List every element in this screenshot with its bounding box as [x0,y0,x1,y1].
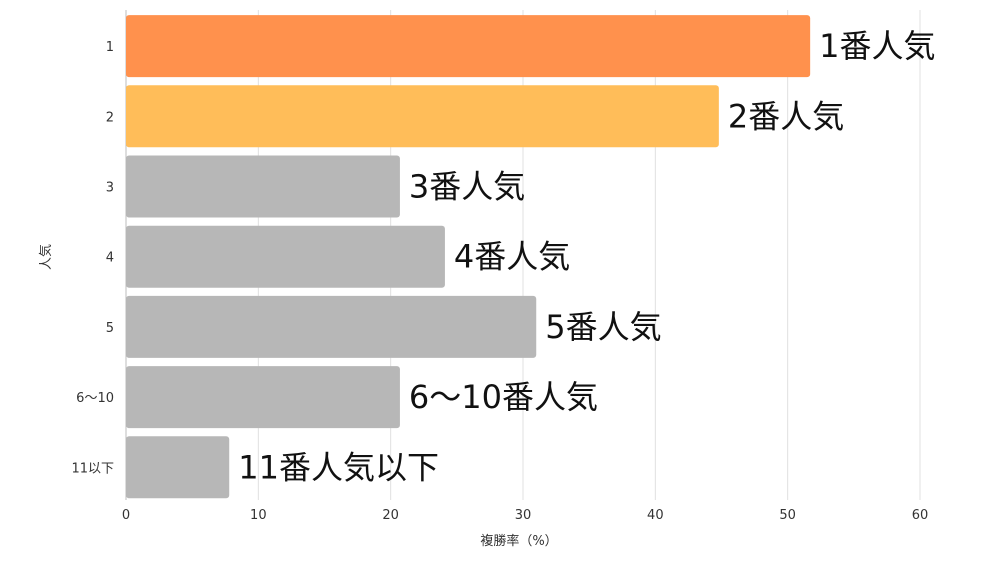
y-tick-label: 6〜10 [76,391,114,406]
data-label: 1番人気 [819,27,935,65]
x-axis-title: 複勝率（%） [480,533,557,549]
bar [126,225,445,288]
data-label: 6〜10番人気 [409,378,598,416]
x-tick-label: 30 [515,508,532,523]
y-tick-label: 5 [106,321,114,336]
x-tick-label: 50 [779,508,796,523]
y-tick-label: 4 [106,251,114,266]
x-tick-label: 60 [912,508,929,523]
bars [126,15,811,499]
bar [126,15,811,78]
data-label: 5番人気 [545,308,661,346]
bar [126,295,537,358]
x-tick-label: 20 [382,508,399,523]
data-labels: 1番人気 2番人気 3番人気 4番人気 5番人気 6〜10番人気 11番人気以下 [238,27,935,486]
bar [126,85,719,148]
y-tick-label: 2 [106,110,114,125]
y-tick-label: 1 [106,40,114,55]
y-tick-label: 11以下 [71,461,114,476]
bar [126,155,400,218]
x-tick-label: 10 [250,508,267,523]
y-tick-labels: 1 2 3 4 5 6〜10 11以下 [71,40,114,476]
data-label: 2番人気 [728,97,844,135]
data-label: 11番人気以下 [238,448,439,486]
x-tick-label: 40 [647,508,664,523]
y-tick-label: 3 [106,181,114,196]
y-axis-title: 人気 [38,244,54,270]
data-label: 4番人気 [454,238,570,276]
x-tick-labels: 0 10 20 30 40 50 60 [122,508,928,523]
bar [126,436,230,499]
data-label: 3番人気 [409,168,525,206]
x-tick-label: 0 [122,508,130,523]
bar [126,366,400,429]
